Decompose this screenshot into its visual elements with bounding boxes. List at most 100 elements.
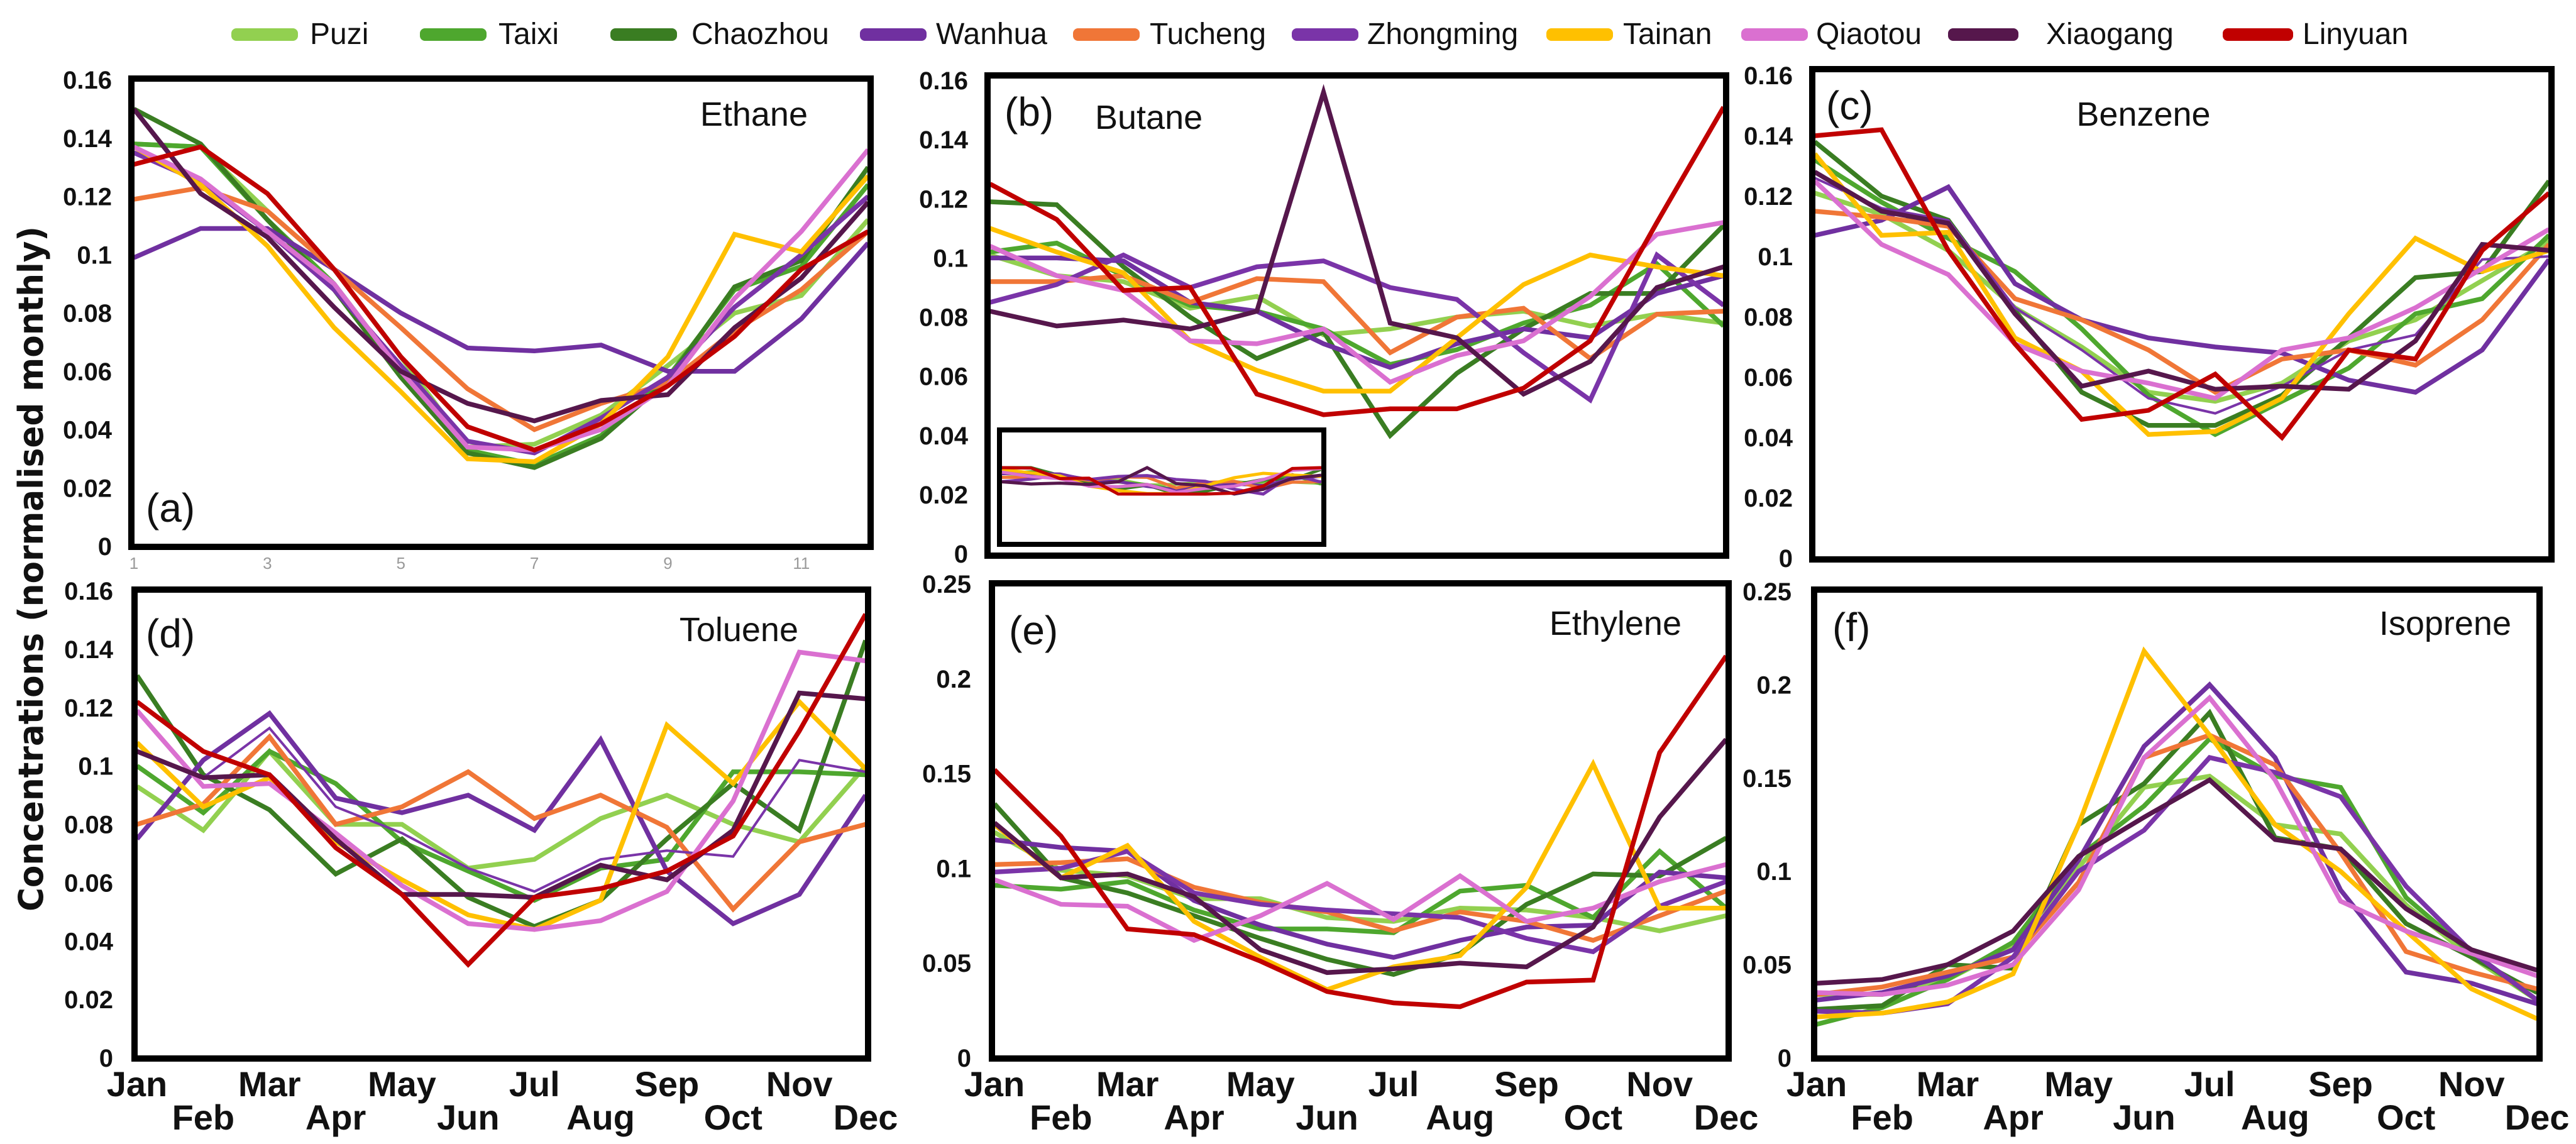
- series-lines: [1816, 646, 2539, 1027]
- x-tick-label-sep: Sep: [635, 1064, 700, 1104]
- y-tick-label: 0.12: [919, 185, 968, 213]
- y-tick-label: 0.08: [64, 811, 113, 839]
- series-line-chaozhou: [135, 639, 868, 930]
- legend-swatch: [420, 28, 487, 41]
- y-tick-label: 0.1: [936, 855, 971, 883]
- inset-chart: [997, 427, 1326, 547]
- x-tick-label-nov: Nov: [766, 1064, 833, 1104]
- y-tick-label: 0.04: [919, 422, 969, 450]
- x-tick-label-apr: Apr: [1983, 1097, 2043, 1137]
- legend-label: Chaozhou: [691, 18, 829, 51]
- y-tick-label: 0.08: [919, 304, 968, 332]
- y-tick-label: 0: [99, 1045, 113, 1072]
- legend-label: Taixi: [498, 18, 559, 51]
- x-tick-label-may: May: [2044, 1064, 2113, 1104]
- series-line-tainan: [133, 145, 870, 465]
- series-lines: [1813, 127, 2551, 441]
- y-tick-label: 0.12: [64, 695, 113, 722]
- x-tick-label-oct: Oct: [2377, 1097, 2435, 1137]
- legend-swatch: [1292, 28, 1358, 41]
- x-tick-label-dec: Dec: [834, 1097, 898, 1137]
- legend-label: Tainan: [1623, 18, 1712, 51]
- x-tick-label-nov: Nov: [2438, 1064, 2505, 1104]
- legend-swatch: [231, 28, 298, 41]
- legend-item-qiaotou: Qiaotou: [1741, 18, 1922, 51]
- x-tick-label-mar: Mar: [238, 1064, 301, 1104]
- legend-item-tainan: Tainan: [1546, 18, 1712, 51]
- x-tick-label-may: May: [1226, 1064, 1295, 1104]
- plot-frame: [1811, 586, 2543, 1062]
- panel-isoprene: 0 0.05 0.1 0.15 0.2 0.25 JanFebMarAprMayJunJul…: [1742, 578, 2569, 1137]
- y-tick-label: 0.1: [78, 753, 113, 781]
- y-tick-label: 0.06: [63, 358, 112, 386]
- panel-label: (b): [1005, 89, 1054, 135]
- series-line-wanhua: [1814, 184, 2551, 395]
- legend-label: Tucheng: [1150, 18, 1266, 51]
- series-line-wanhua: [135, 710, 868, 927]
- series-line-linyuan: [1814, 127, 2551, 441]
- series-line-qiaotou: [1816, 694, 2538, 997]
- x-tick-label-oct: Oct: [704, 1097, 762, 1137]
- x-tick-label-jul: Jul: [2184, 1064, 2235, 1104]
- panel-title: Isoprene: [2379, 605, 2511, 642]
- legend-swatch: [1546, 28, 1613, 41]
- series-line-xiaogang: [1816, 777, 2538, 986]
- inset-line-xiaogang: [1001, 466, 1322, 496]
- panel-label: (f): [1832, 605, 1870, 650]
- panel-toluene: 00.020.040.060.080.10.120.140.16JanFebMa…: [64, 578, 898, 1137]
- series-line-xiaogang: [1814, 170, 2550, 392]
- series-line-wanhua: [133, 226, 870, 374]
- series-line-xiaogang: [136, 690, 866, 900]
- y-tick-label: 0.08: [1744, 304, 1793, 331]
- series-line-chaozhou: [1813, 140, 2551, 428]
- x-tick-label-jan: Jan: [107, 1064, 168, 1104]
- legend-item-wanhua: Wanhua: [860, 18, 1047, 51]
- series-line-puzi: [993, 830, 1727, 933]
- y-tick-label: 0.06: [919, 363, 968, 391]
- x-tick-label-feb: Feb: [172, 1097, 235, 1137]
- x-tick-label-aug: Aug: [1426, 1097, 1494, 1137]
- series-line-tucheng: [1816, 732, 2538, 997]
- inset-line-linyuan: [1001, 466, 1322, 496]
- legend-label: Zhongming: [1367, 18, 1518, 51]
- y-tick-label: 0.2: [936, 666, 971, 693]
- series-line-qiaotou: [135, 649, 866, 932]
- legend-swatch: [860, 28, 927, 41]
- series-line-xiaogang: [132, 107, 870, 424]
- series-line-tainan: [1816, 646, 2538, 1021]
- y-tick-label: 0.25: [1742, 578, 1792, 606]
- x-tick-label-jun: Jun: [437, 1097, 500, 1137]
- plot-frame: [989, 580, 1732, 1062]
- series-line-puzi: [133, 141, 870, 450]
- series-line-puzi: [1817, 773, 2539, 1003]
- y-tick-label: 0.06: [1744, 364, 1793, 392]
- series-line-tucheng: [1814, 209, 2551, 395]
- series-line-chaozhou: [1816, 708, 2538, 1012]
- panel-title: Benzene: [2076, 96, 2210, 133]
- y-tick-label: 0.04: [63, 417, 113, 444]
- x-tick-label-apr: Apr: [305, 1097, 366, 1137]
- series-lines: [132, 107, 871, 470]
- x-tick-label-jan: Jan: [1786, 1064, 1847, 1104]
- panel-title: Ethylene: [1549, 605, 1682, 642]
- x-tick-label-apr: Apr: [1164, 1097, 1224, 1137]
- series-line-linyuan: [989, 106, 1726, 417]
- series-line-tainan: [993, 759, 1726, 993]
- y-tick-label: 0.12: [63, 184, 112, 211]
- panel-benzene: 0 0.02 0.04 0.06 0.08 0.1 0.12 0.14 0.16 Benzene (…: [1744, 62, 2555, 573]
- series-line-wanhua: [1816, 681, 2538, 1006]
- y-tick-label: 0.16: [64, 578, 113, 605]
- y-tick-label: 0.02: [919, 481, 968, 509]
- series-line-taixi: [1816, 735, 2539, 1027]
- y-tick-label: 0.12: [1744, 183, 1793, 211]
- chart-panels: 0 0.02 0.04 0.06 0.08 0.1 0.12 0.14 0.16 1 3 5 7 9 11 E…: [63, 62, 2569, 1137]
- legend-label: Wanhua: [936, 18, 1047, 51]
- x-tick-label: 11: [793, 554, 810, 573]
- y-tick-label: 0.02: [64, 986, 113, 1014]
- series-line-chaozhou: [989, 199, 1726, 439]
- series-line-chaozhou: [993, 802, 1727, 977]
- legend: Puzi Taixi Chaozhou Wanhua Tucheng Zhongming T…: [231, 18, 2408, 51]
- series-line-tainan: [989, 226, 1724, 393]
- y-tick-label: 0.08: [63, 300, 112, 327]
- x-tick-label: 5: [396, 554, 405, 573]
